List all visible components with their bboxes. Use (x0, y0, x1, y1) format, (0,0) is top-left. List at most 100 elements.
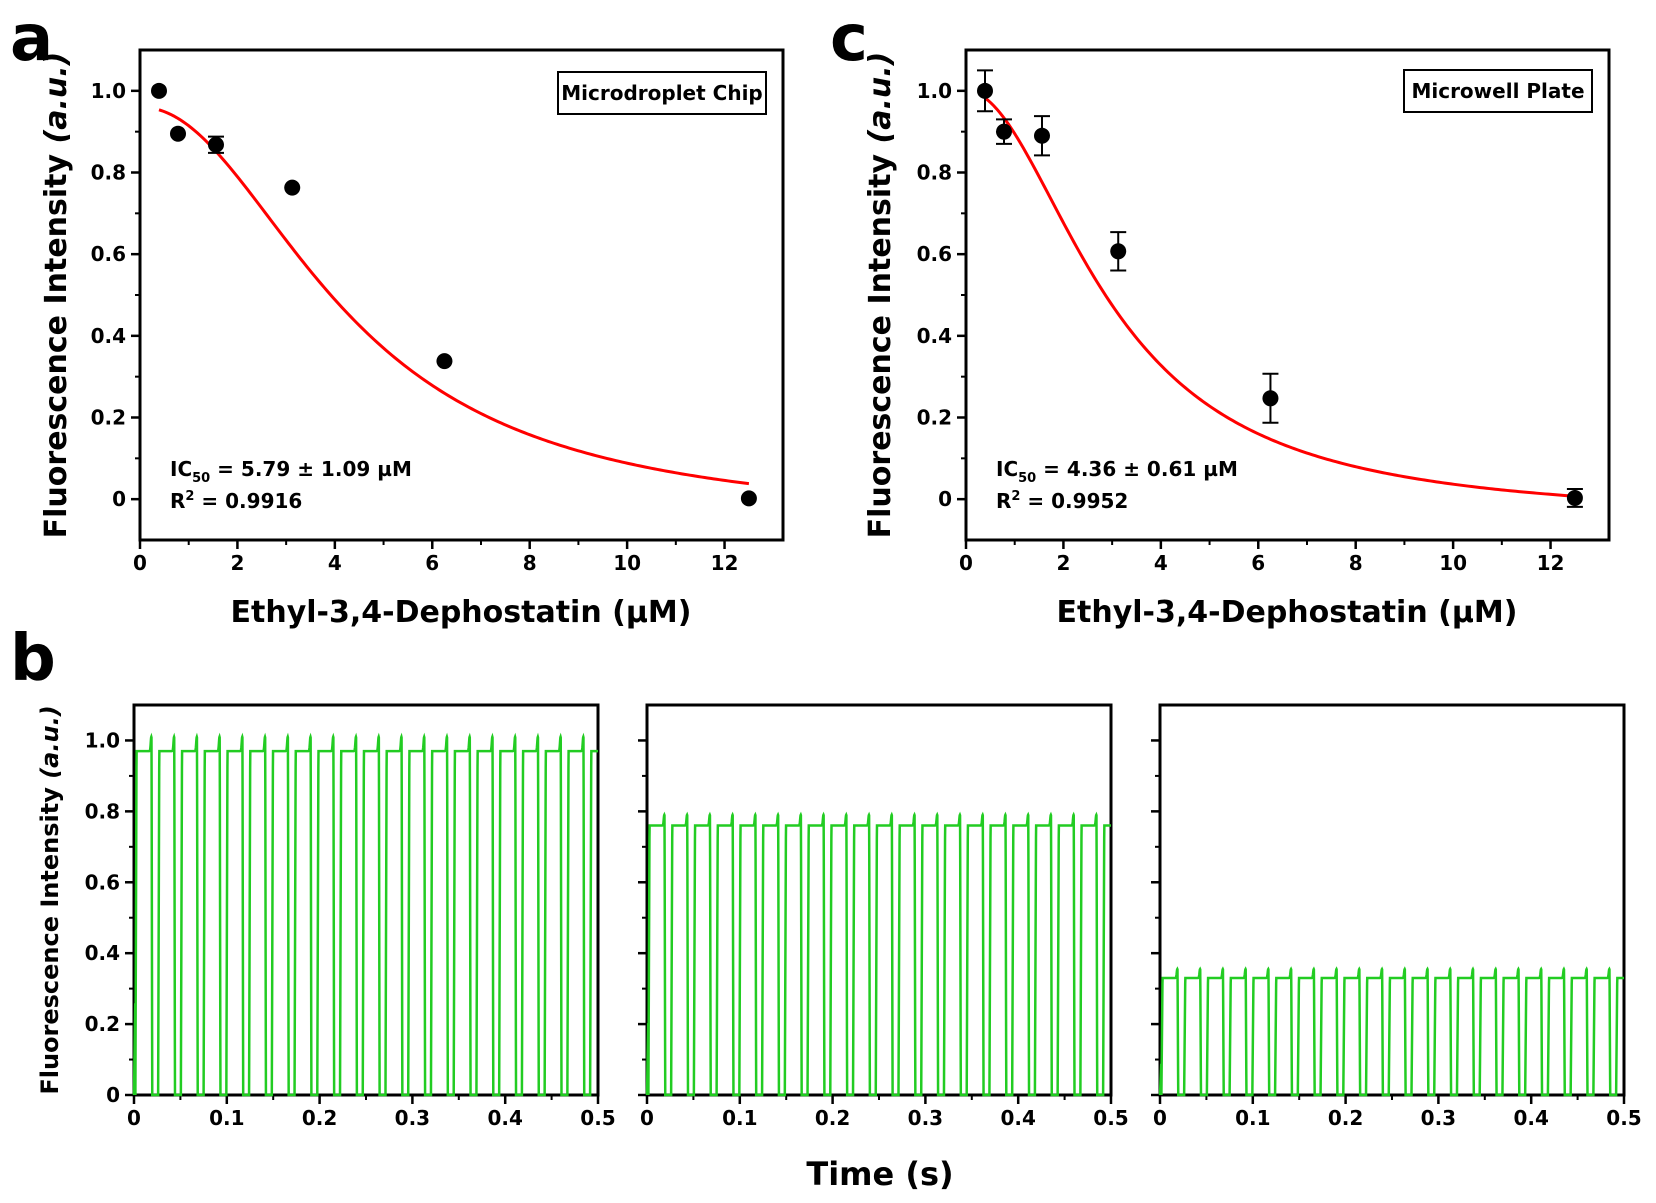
x-tick-label: 0.5 (1606, 1106, 1641, 1130)
trace-panel-1: 0 0.2 0.4 0.6 0.8 1.0 0 0.1 0.2 0.3 0.4 0.5 (85, 703, 616, 1130)
x-tick-label: 10 (1439, 551, 1467, 575)
x-tick-label: 6 (1251, 551, 1265, 575)
y-tick-label: 1.0 (85, 728, 120, 752)
data-point (284, 179, 301, 196)
x-tick-label: 0.5 (580, 1106, 615, 1130)
y-axis: 0 0.2 0.4 0.6 0.8 1.0 (85, 728, 134, 1107)
legend: Microdroplet Chip (557, 71, 767, 115)
ic50-value: = 4.36 ± 0.61 µM (1036, 457, 1238, 481)
x-axis: 0 0.1 0.2 0.3 0.4 0.5 (1153, 1095, 1642, 1130)
data-point (995, 123, 1012, 140)
r2-value: = 0.9952 (1020, 489, 1128, 513)
legend: Microwell Plate (1403, 69, 1593, 113)
x-tick-label: 4 (328, 551, 342, 575)
x-axis: 0 0.1 0.2 0.3 0.4 0.5 (640, 1095, 1129, 1130)
x-axis: 0 0.1 0.2 0.3 0.4 0.5 (127, 1095, 616, 1130)
y-tick-label: 0.2 (917, 406, 952, 430)
x-tick-label: 0.3 (395, 1106, 430, 1130)
y-axis (638, 739, 647, 1097)
data-point (1262, 390, 1279, 407)
y-axis: 0 0.2 0.4 0.6 0.8 1.0 (917, 79, 966, 511)
x-tick-label: 12 (1537, 551, 1565, 575)
legend-box (1403, 69, 1593, 113)
data-point (740, 490, 757, 507)
x-tick-label: 0.1 (722, 1106, 757, 1130)
x-axis-label: Ethyl-3,4-Dephostatin (µM) (231, 595, 692, 630)
data-point (169, 125, 186, 142)
r2-prefix: R (170, 489, 185, 513)
r2-superscript: 2 (1011, 489, 1020, 504)
y-tick-label: 0.8 (917, 161, 952, 185)
x-tick-label: 0 (959, 551, 973, 575)
trace-line (645, 811, 1111, 1097)
x-tick-label: 0.2 (815, 1106, 850, 1130)
x-tick-label: 0.4 (1000, 1106, 1035, 1130)
panel-label-a: a (10, 2, 53, 76)
x-tick-label: 0.3 (1421, 1106, 1456, 1130)
x-axis: 0 2 4 6 8 10 12 (133, 540, 738, 575)
trace-panel-3: 0 0.1 0.2 0.3 0.4 0.5 (1151, 703, 1642, 1130)
trace-line (1158, 966, 1624, 1097)
y-tick-label: 1.0 (91, 79, 126, 103)
y-tick-label: 0.2 (91, 406, 126, 430)
fit-curve (158, 108, 750, 486)
y-axis-label: Fluorescence Intensity (a.u.) (863, 52, 898, 539)
x-tick-label: 0.3 (908, 1106, 943, 1130)
y-axis-label-units: (a.u.) (39, 52, 74, 144)
x-tick-label: 0 (133, 551, 147, 575)
x-tick-label: 0 (640, 1106, 654, 1130)
y-tick-label: 0.2 (85, 1012, 120, 1036)
x-axis-label: Time (s) (806, 1155, 953, 1193)
x-tick-label: 0.4 (1513, 1106, 1548, 1130)
x-tick-label: 10 (613, 551, 641, 575)
y-tick-label: 0.8 (91, 161, 126, 185)
y-axis-label-main: Fluorescence Intensity (39, 143, 74, 538)
data-point (1110, 243, 1127, 260)
panel-b-chart: 0 0.2 0.4 0.6 0.8 1.0 0 0.1 0.2 0.3 0.4 0.5 0 0.1 0.… (36, 703, 1642, 1193)
x-tick-label: 0.2 (1328, 1106, 1363, 1130)
fit-curve (984, 96, 1576, 498)
legend-label: Microwell Plate (1411, 79, 1584, 103)
data-point (1566, 489, 1583, 506)
data-points (150, 82, 757, 507)
x-axis: 0 2 4 6 8 10 12 (959, 540, 1564, 575)
x-tick-label: 0 (127, 1106, 141, 1130)
x-tick-label: 2 (1056, 551, 1070, 575)
panel-label-b: b (10, 622, 56, 696)
y-tick-label: 0.4 (91, 324, 126, 348)
y-tick-label: 0 (106, 1083, 120, 1107)
y-tick-label: 1.0 (917, 79, 952, 103)
y-axis-label-units: (a.u.) (36, 705, 64, 778)
data-point (150, 82, 167, 99)
x-tick-label: 2 (230, 551, 244, 575)
y-tick-label: 0.4 (85, 941, 120, 965)
x-tick-label: 12 (711, 551, 739, 575)
ic50-annotation: IC50 = 4.36 ± 0.61 µM (996, 457, 1238, 486)
y-tick-label: 0.6 (91, 242, 126, 266)
ic50-subscript: 50 (1018, 471, 1036, 486)
x-tick-label: 0.1 (1235, 1106, 1270, 1130)
y-tick-label: 0.8 (85, 799, 120, 823)
y-axis-label: Fluorescence Intensity (a.u.) (36, 705, 64, 1094)
panel-label-c: c (830, 2, 868, 76)
trace-panel-2: 0 0.1 0.2 0.3 0.4 0.5 (638, 703, 1129, 1130)
trace-line (132, 732, 598, 1097)
data-point (207, 136, 224, 153)
data-point (436, 353, 453, 370)
y-axis-label-main: Fluorescence Intensity (36, 779, 64, 1095)
y-axis-label: Fluorescence Intensity (a.u.) (39, 52, 74, 539)
data-point (976, 82, 993, 99)
y-tick-label: 0.6 (917, 242, 952, 266)
y-tick-label: 0.6 (85, 870, 120, 894)
panel-a-chart: 0 0.2 0.4 0.6 0.8 1.0 0 2 4 6 8 10 12 Microdroplet … (39, 48, 785, 630)
r2-prefix: R (996, 489, 1011, 513)
legend-label: Microdroplet Chip (561, 81, 762, 105)
y-tick-label: 0 (112, 487, 126, 511)
y-axis-label-main: Fluorescence Intensity (863, 143, 898, 538)
ic50-prefix: IC (996, 457, 1018, 481)
ic50-annotation: IC50 = 5.79 ± 1.09 µM (170, 457, 412, 486)
ic50-subscript: 50 (192, 471, 210, 486)
x-axis-label: Ethyl-3,4-Dephostatin (µM) (1057, 595, 1518, 630)
x-tick-label: 0.2 (302, 1106, 337, 1130)
